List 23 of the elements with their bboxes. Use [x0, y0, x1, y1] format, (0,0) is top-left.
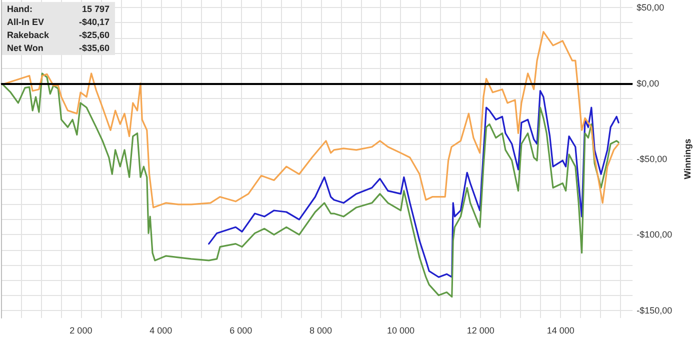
annotation: -$40,17 — [79, 17, 110, 27]
x-tick-label: 10 000 — [386, 326, 414, 336]
x-tick-label: 4 000 — [150, 326, 172, 336]
annotation: -$35,60 — [79, 43, 110, 53]
y-tick-label: -$150,00 — [636, 305, 672, 316]
y-tick-label: -$100,00 — [636, 230, 672, 240]
annotation: Rakeback — [7, 30, 50, 40]
y-tick-label: -$50,00 — [636, 154, 668, 164]
x-tick-label: 8 000 — [310, 326, 332, 336]
line-series — [2, 72, 620, 298]
annotation: 15 797 — [81, 4, 110, 14]
y-axis-title: Winnings — [682, 138, 692, 180]
x-tick-label: 6 000 — [230, 326, 252, 336]
line-series — [208, 90, 620, 278]
annotation: Net Won — [7, 43, 44, 53]
x-tick-label: 2 000 — [70, 326, 92, 336]
y-tick-label: $0,00 — [636, 78, 660, 88]
x-tick-label: 12 000 — [466, 326, 494, 336]
annotation: Hand: — [7, 4, 34, 14]
annotation: All-In EV — [7, 17, 46, 27]
x-tick-label: 14 000 — [546, 326, 574, 336]
y-tick-label: $50,00 — [636, 2, 664, 13]
annotation: -$25,60 — [79, 30, 110, 40]
